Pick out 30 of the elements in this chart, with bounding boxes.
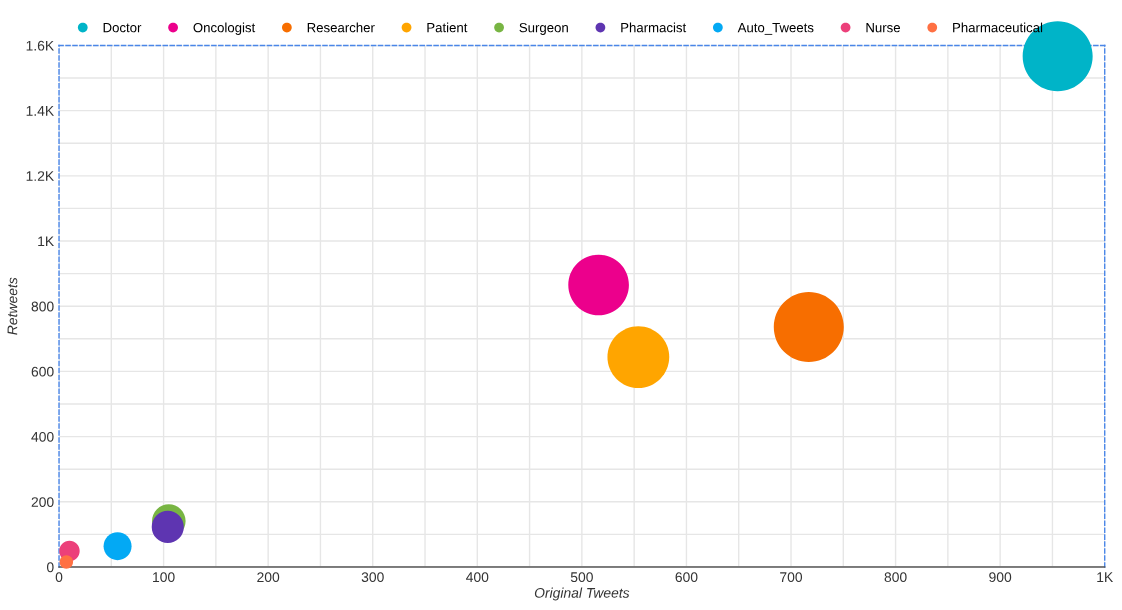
x-tick-label: 900 — [989, 572, 1012, 583]
legend-label: Pharmacist — [621, 22, 687, 33]
legend-label: Oncologist — [193, 22, 256, 35]
y-tick-label: 1.6K — [26, 40, 54, 51]
y-tick-label: 1K — [38, 236, 54, 247]
legend-label: Patient — [427, 22, 468, 33]
y-tick-label: 800 — [31, 301, 54, 312]
legend-label: Nurse — [866, 23, 900, 33]
x-tick-label: 500 — [570, 572, 593, 583]
x-tick-label: 1K — [1097, 572, 1114, 582]
x-tick-label: 600 — [675, 572, 698, 583]
legend-label: Doctor — [103, 23, 142, 33]
x-tick-label: 200 — [257, 572, 280, 583]
x-tick-label: 400 — [466, 572, 489, 583]
x-tick-label: 100 — [153, 572, 175, 583]
x-tick-label: 300 — [361, 572, 384, 583]
y-tick-label: 600 — [31, 366, 54, 377]
x-axis-title: Original Tweets — [534, 587, 630, 601]
y-tick-label: 1.4K — [26, 106, 54, 116]
x-tick-label: 800 — [884, 572, 907, 583]
legend-label: Auto_Tweets — [737, 23, 814, 35]
x-tick-label: 700 — [780, 572, 803, 583]
x-tick-label: 0 — [55, 572, 63, 583]
y-tick-label: 1.2K — [26, 171, 54, 181]
y-tick-label: 0 — [46, 562, 54, 573]
legend-label: Surgeon — [519, 22, 568, 35]
legend-label: Researcher — [307, 22, 375, 33]
y-tick-label: 200 — [31, 497, 54, 507]
y-tick-label: 400 — [31, 431, 54, 442]
y-axis-title: Retweets — [7, 277, 18, 335]
